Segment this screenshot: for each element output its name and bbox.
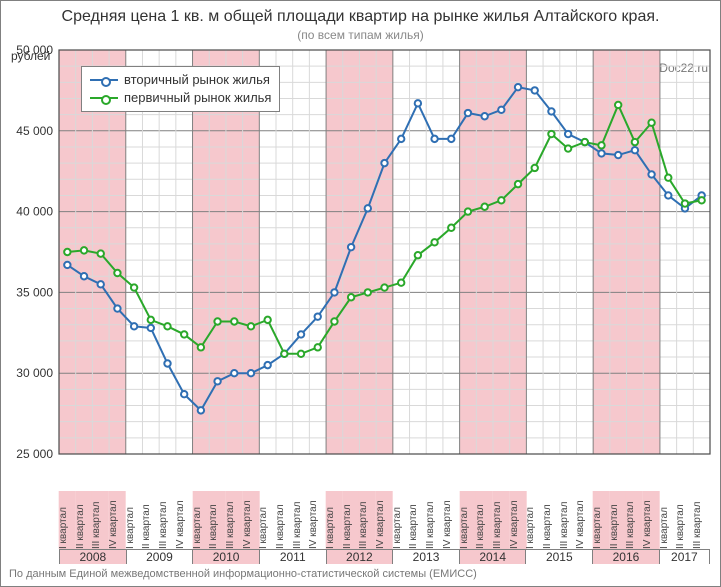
x-year-label: 2016 [592, 549, 659, 564]
legend: вторичный рынок жильяпервичный рынок жил… [81, 66, 280, 112]
x-quarter-label: I квартал [660, 491, 677, 549]
x-quarter-label: III квартал [226, 491, 243, 549]
x-quarter-label: III квартал [693, 491, 710, 549]
x-quarter-label: II квартал [543, 491, 560, 549]
svg-text:40 000: 40 000 [16, 205, 53, 219]
x-quarter-label: I квартал [526, 491, 543, 549]
x-quarter-label: III квартал [92, 491, 109, 549]
x-quarter-label: II квартал [209, 491, 226, 549]
x-quarter-label: II квартал [276, 491, 293, 549]
x-quarter-label: III квартал [359, 491, 376, 549]
x-quarter-label: I квартал [326, 491, 343, 549]
legend-item: вторичный рынок жилья [90, 71, 271, 89]
chart-frame: Средняя цена 1 кв. м общей площади кварт… [0, 0, 721, 587]
chart-area: 25 000 30 000 35 000 40 000 45 000 50 000 вто… [1, 42, 720, 491]
x-quarter-label: III квартал [626, 491, 643, 549]
x-quarter-label: IV квартал [443, 491, 460, 549]
x-year-label: 2010 [192, 549, 259, 564]
x-quarter-label: III квартал [159, 491, 176, 549]
x-year-label: 2008 [59, 549, 126, 564]
x-quarter-label: I квартал [59, 491, 76, 549]
x-quarter-label: I квартал [593, 491, 610, 549]
x-quarter-label: III квартал [293, 491, 310, 549]
chart-title: Средняя цена 1 кв. м общей площади кварт… [1, 7, 720, 26]
x-quarter-label: I квартал [126, 491, 143, 549]
chart-subtitle: (по всем типам жилья) [1, 28, 720, 42]
svg-text:35 000: 35 000 [16, 286, 53, 300]
x-year-label: 2011 [259, 549, 326, 564]
x-year-label: 2015 [525, 549, 592, 564]
legend-item: первичный рынок жилья [90, 89, 271, 107]
svg-text:30 000: 30 000 [16, 366, 53, 380]
x-quarter-label: I квартал [393, 491, 410, 549]
x-quarter-label: I квартал [193, 491, 210, 549]
x-quarter-label: I квартал [460, 491, 477, 549]
x-quarter-label: I квартал [259, 491, 276, 549]
x-quarter-label: II квартал [76, 491, 93, 549]
x-quarter-label: II квартал [676, 491, 693, 549]
x-quarter-label: III квартал [493, 491, 510, 549]
x-quarter-label: II квартал [476, 491, 493, 549]
x-quarter-label: IV квартал [510, 491, 527, 549]
svg-text:50 000: 50 000 [16, 43, 53, 57]
x-year-label: 2009 [126, 549, 193, 564]
footer-source: По данным Единой межведомственной информ… [1, 564, 720, 586]
svg-text:25 000: 25 000 [16, 447, 53, 461]
x-quarter-label: III квартал [426, 491, 443, 549]
x-quarter-label: II квартал [142, 491, 159, 549]
x-axis-quarters: I кварталII кварталIII кварталIV квартал… [59, 491, 710, 549]
x-quarter-label: IV квартал [176, 491, 193, 549]
x-year-label: 2014 [459, 549, 526, 564]
x-year-label: 2012 [326, 549, 393, 564]
x-quarter-label: IV квартал [643, 491, 660, 549]
x-quarter-label: IV квартал [376, 491, 393, 549]
x-quarter-label: II квартал [610, 491, 627, 549]
x-quarter-label: IV квартал [576, 491, 593, 549]
x-quarter-label: IV квартал [243, 491, 260, 549]
x-quarter-label: II квартал [409, 491, 426, 549]
x-axis-years: 2008200920102011201220132014201520162017 [59, 549, 710, 564]
x-year-label: 2017 [659, 549, 710, 564]
x-quarter-label: IV квартал [309, 491, 326, 549]
svg-text:45 000: 45 000 [16, 124, 53, 138]
x-year-label: 2013 [392, 549, 459, 564]
x-quarter-label: II квартал [343, 491, 360, 549]
x-quarter-label: III квартал [560, 491, 577, 549]
x-quarter-label: IV квартал [109, 491, 126, 549]
